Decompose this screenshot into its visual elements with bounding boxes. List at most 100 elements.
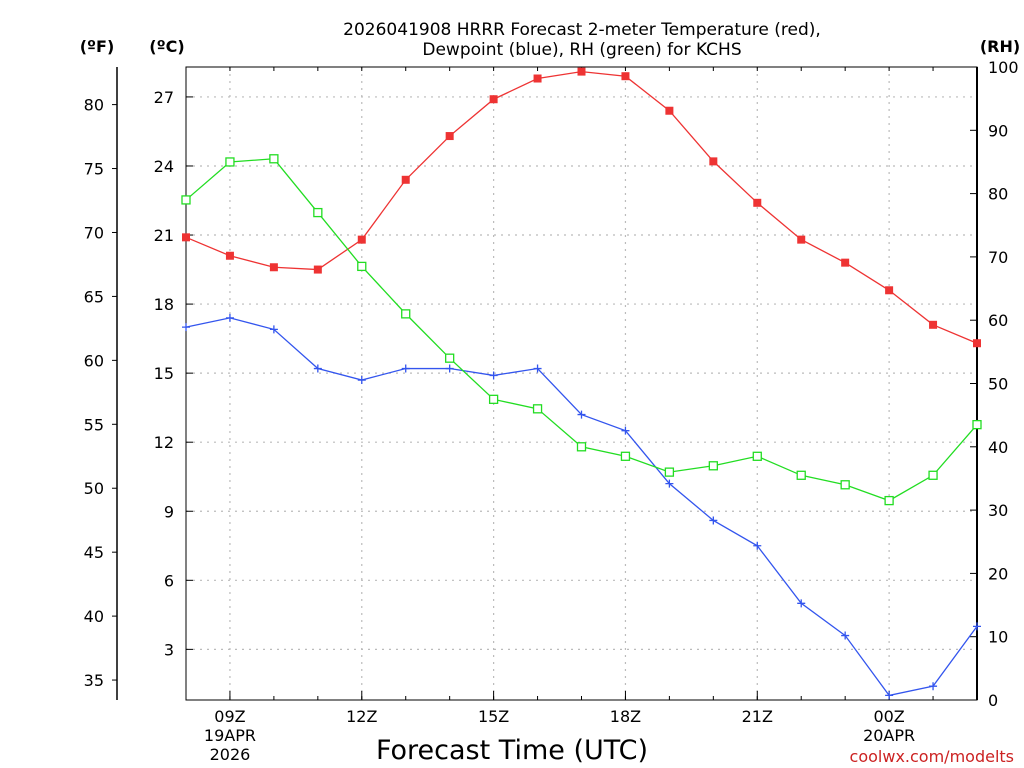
time-tick-label: 09Z bbox=[214, 707, 245, 726]
relative-humidity-point bbox=[225, 157, 235, 167]
celsius-tick-label: 3 bbox=[164, 640, 174, 659]
time-tick-label: 19APR bbox=[204, 726, 256, 745]
2-meter-temperature-point bbox=[973, 339, 981, 348]
relative-humidity-point bbox=[532, 404, 543, 414]
rh-tick-label: 10 bbox=[988, 628, 1008, 647]
2-meter-temperature-point bbox=[182, 233, 190, 242]
rh-tick-label: 70 bbox=[988, 248, 1008, 267]
fahrenheit-tick-label: 75 bbox=[84, 160, 104, 179]
fahrenheit-tick-label: 50 bbox=[84, 479, 104, 498]
dewpoint-point bbox=[797, 599, 806, 608]
2-meter-temperature-point bbox=[225, 251, 234, 260]
dewpoint-point bbox=[841, 631, 850, 640]
time-tick-label: 00Z bbox=[873, 707, 904, 726]
relative-humidity-point bbox=[401, 309, 411, 319]
rh-tick-label: 20 bbox=[988, 564, 1008, 583]
time-tick-label: 20APR bbox=[863, 726, 915, 745]
2-meter-temperature-point bbox=[489, 95, 498, 104]
time-tick-label: 2026 bbox=[210, 745, 251, 764]
fahrenheit-tick-label: 55 bbox=[84, 415, 104, 434]
fahrenheit-tick-label: 40 bbox=[84, 607, 104, 626]
celsius-tick-label: 9 bbox=[164, 502, 174, 521]
dewpoint-point bbox=[313, 364, 322, 373]
celsius-tick-label: 15 bbox=[154, 364, 174, 383]
plot-frame bbox=[185, 66, 978, 701]
chart-grid bbox=[186, 67, 977, 700]
rh-tick-label: 100 bbox=[988, 58, 1019, 77]
chart-title-line2: Dewpoint (blue), RH (green) for KCHS bbox=[422, 40, 741, 60]
relative-humidity-point bbox=[357, 261, 367, 272]
2-meter-temperature-point bbox=[841, 258, 850, 267]
rh-tick-label: 60 bbox=[988, 311, 1008, 330]
2-meter-temperature-point bbox=[885, 286, 894, 295]
time-tick-label: 15Z bbox=[478, 707, 509, 726]
fahrenheit-tick-label: 80 bbox=[84, 96, 104, 115]
dewpoint-point bbox=[269, 325, 278, 334]
rh-axis: 0 10 20 30 40 50 60 70 80 90 100 bbox=[970, 58, 1019, 710]
relative-humidity-point bbox=[972, 419, 982, 430]
chart-title-line1: 2026041908 HRRR Forecast 2-meter Tempera… bbox=[343, 20, 821, 40]
dewpoint-line bbox=[185, 317, 978, 697]
fahrenheit-axis: 35 40 45 50 55 60 65 70 75 80 bbox=[84, 96, 117, 690]
relative-humidity-point bbox=[488, 394, 499, 404]
dewpoint-point bbox=[357, 376, 366, 385]
time-tick-label: 21Z bbox=[742, 707, 773, 726]
watermark: coolwx.com/modelts bbox=[850, 747, 1014, 766]
fahrenheit-axis-label: (ºF) bbox=[80, 37, 115, 56]
2-meter-temperature-point bbox=[357, 235, 366, 244]
celsius-axis-label: (ºC) bbox=[149, 37, 184, 56]
relative-humidity-point bbox=[840, 480, 850, 490]
series-layer bbox=[181, 67, 982, 700]
rh-tick-label: 50 bbox=[988, 375, 1008, 394]
2-meter-temperature-point bbox=[533, 74, 542, 83]
rh-tick-label: 0 bbox=[988, 691, 998, 710]
rh-tick-label: 30 bbox=[988, 501, 1008, 520]
dewpoint-point bbox=[973, 622, 981, 631]
relative-humidity-point bbox=[269, 154, 279, 164]
x-axis-title: Forecast Time (UTC) bbox=[376, 735, 648, 766]
2-meter-temperature-point bbox=[401, 175, 410, 184]
2-meter-temperature-point bbox=[665, 106, 674, 115]
time-tick-label: 12Z bbox=[346, 707, 377, 726]
rh-axis-label: (RH) bbox=[980, 37, 1020, 56]
relative-humidity-point bbox=[576, 442, 587, 452]
dewpoint-point bbox=[577, 410, 586, 419]
rh-tick-label: 40 bbox=[988, 438, 1008, 457]
relative-humidity-point bbox=[884, 495, 894, 506]
dewpoint-point bbox=[885, 691, 894, 700]
2-meter-temperature-point bbox=[445, 132, 454, 141]
celsius-tick-label: 21 bbox=[154, 226, 174, 245]
dewpoint-point bbox=[225, 313, 234, 322]
fahrenheit-tick-label: 45 bbox=[84, 543, 104, 562]
fahrenheit-tick-label: 35 bbox=[84, 671, 104, 690]
relative-humidity-point bbox=[620, 451, 631, 461]
dewpoint-point bbox=[753, 541, 762, 550]
dewpoint-point bbox=[445, 364, 454, 373]
relative-humidity-point bbox=[313, 207, 323, 218]
2-meter-temperature-point bbox=[929, 320, 938, 329]
2-meter-temperature-series bbox=[182, 67, 981, 348]
relative-humidity-point bbox=[928, 470, 938, 480]
dewpoint-point bbox=[489, 371, 498, 380]
celsius-axis: 3 6 9 12 15 18 21 24 27 bbox=[154, 88, 193, 659]
celsius-tick-label: 27 bbox=[154, 88, 174, 107]
relative-humidity-point bbox=[708, 461, 718, 471]
2-meter-temperature-line bbox=[185, 70, 978, 344]
2-meter-temperature-point bbox=[753, 198, 762, 207]
time-tick-label: 18Z bbox=[610, 707, 641, 726]
relative-humidity-point bbox=[445, 353, 455, 363]
dewpoint-series bbox=[182, 313, 981, 700]
rh-tick-label: 90 bbox=[988, 121, 1008, 140]
2-meter-temperature-point bbox=[313, 265, 322, 274]
dewpoint-point bbox=[182, 323, 190, 332]
relative-humidity-point bbox=[664, 467, 675, 477]
dewpoint-point bbox=[621, 426, 630, 435]
celsius-tick-label: 18 bbox=[154, 295, 174, 314]
2-meter-temperature-point bbox=[269, 263, 278, 272]
relative-humidity-point bbox=[181, 195, 191, 205]
dewpoint-point bbox=[665, 479, 674, 488]
rh-tick-label: 80 bbox=[988, 185, 1008, 204]
dewpoint-point bbox=[533, 364, 542, 373]
